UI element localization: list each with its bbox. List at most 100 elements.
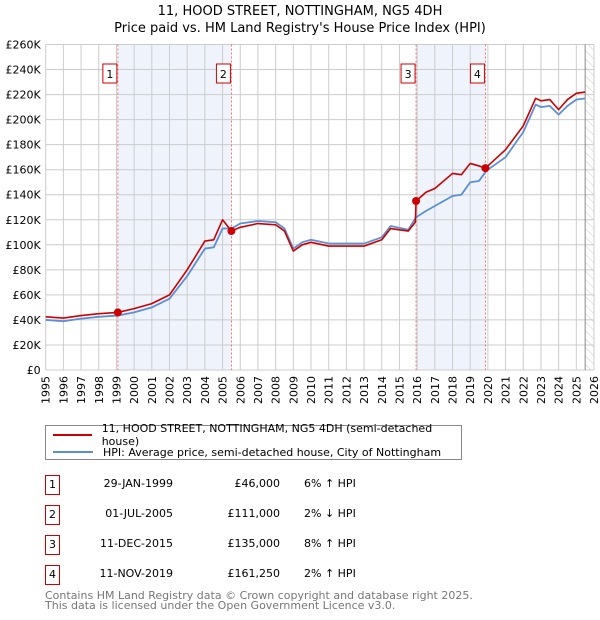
- legend-swatch-red: [53, 434, 92, 436]
- sale-label-box: [215, 63, 231, 84]
- x-tick-label: 1998: [93, 376, 106, 404]
- sale-point: [481, 164, 490, 173]
- x-tick-label: 2026: [588, 376, 600, 404]
- x-tick-label: 2022: [517, 376, 530, 404]
- hpi-change: 8% ↑ HPI: [304, 537, 356, 550]
- plot-area: 1995 1996 1997 1998 1999 2000 2001 2002 2003 2004…: [5, 39, 600, 405]
- x-tick-label: 2018: [447, 376, 460, 404]
- x-tick-label: 2008: [270, 376, 283, 404]
- x-tick-label: 2023: [535, 376, 548, 404]
- x-tick-label: 2016: [411, 376, 424, 404]
- sale-point: [227, 227, 236, 236]
- x-tick-label: 2011: [323, 376, 336, 404]
- sale-price: £46,000: [234, 477, 281, 490]
- x-tick-label: 2005: [217, 376, 230, 404]
- legend-label: HPI: Average price, semi-detached house,…: [103, 445, 442, 459]
- y-tick-label: £260K: [5, 39, 41, 52]
- sale-label-box: [400, 63, 416, 84]
- sale-number-badge: 1: [45, 475, 60, 495]
- x-tick-label: 2024: [553, 376, 566, 404]
- x-tick-label: 2019: [464, 376, 477, 404]
- legend-item-property: 11, HOOD STREET, NOTTINGHAM, NG5 4DH (se…: [53, 422, 461, 448]
- chart-title: 11, HOOD STREET, NOTTINGHAM, NG5 4DH: [157, 4, 443, 19]
- x-tick-label: 2010: [305, 376, 318, 404]
- y-tick-label: £60K: [12, 289, 41, 302]
- sale-date: 29-JAN-1999: [103, 477, 173, 490]
- sale-label-1: 1: [102, 63, 118, 84]
- y-tick-label: £0: [27, 364, 41, 377]
- footer-line-2: This data is licensed under the Open Gov…: [45, 599, 396, 612]
- sale-label-4: 4: [469, 63, 485, 84]
- sale-label-text: 3: [405, 68, 412, 81]
- sale-number-badge: 3: [45, 535, 60, 555]
- legend: 11, HOOD STREET, NOTTINGHAM, NG5 4DH (se…: [45, 422, 462, 460]
- x-tick-label: 2012: [340, 376, 353, 404]
- x-tick-label: 2013: [358, 376, 371, 404]
- legend-item-hpi: HPI: Average price, semi-detached house,…: [53, 444, 441, 460]
- transaction-row: 4 11-NOV-2019 £161,250 2% ↑ HPI: [45, 565, 445, 585]
- sale-date: 11-NOV-2019: [99, 567, 173, 580]
- y-tick-label: £80K: [12, 264, 41, 277]
- x-tick-label: 1997: [75, 376, 88, 404]
- x-tick-label: 2001: [146, 376, 159, 404]
- footer-line-1: Contains HM Land Registry data © Crown c…: [45, 589, 473, 602]
- x-tick-label: 2003: [181, 376, 194, 404]
- price-paid-line: [45, 91, 586, 319]
- x-tick-label: 2006: [234, 376, 247, 404]
- y-tick-label: £160K: [5, 164, 41, 177]
- x-tick-label: 2020: [482, 376, 495, 404]
- x-tick-label: 1996: [57, 376, 70, 404]
- sale-point: [412, 196, 421, 205]
- sale-price: £111,000: [227, 507, 281, 520]
- sale-label-text: 1: [106, 68, 113, 81]
- sale-label-3: 3: [400, 63, 416, 84]
- x-tick-label: 2014: [376, 376, 389, 404]
- sale-label-text: 2: [220, 68, 227, 81]
- y-tick-label: £40K: [12, 314, 41, 327]
- y-tick-label: £220K: [5, 89, 41, 102]
- x-tick-label: 2004: [199, 376, 212, 404]
- sale-label-2: 2: [215, 63, 231, 84]
- chart-subtitle: Price paid vs. HM Land Registry's House …: [114, 21, 486, 36]
- sale-label-box: [469, 63, 485, 84]
- y-tick-label: £240K: [5, 64, 41, 77]
- sale-number-badge: 4: [45, 565, 60, 585]
- hpi-line: [45, 97, 586, 323]
- x-tick-label: 2015: [393, 376, 406, 404]
- forecast-hatch: [585, 44, 594, 370]
- y-tick-label: £180K: [5, 139, 41, 152]
- x-tick-label: 2007: [252, 376, 265, 404]
- sale-point: [113, 308, 122, 317]
- x-tick-label: 2009: [287, 376, 300, 404]
- sale-price: £135,000: [227, 537, 281, 550]
- hpi-change: 6% ↑ HPI: [304, 477, 356, 490]
- sale-date: 01-JUL-2005: [105, 507, 173, 520]
- x-tick-label: 2025: [570, 376, 583, 404]
- y-tick-label: £140K: [5, 189, 41, 202]
- transaction-row: 1 29-JAN-1999 £46,000 6% ↑ HPI: [45, 475, 445, 495]
- sale-price: £161,250: [227, 567, 281, 580]
- sale-number-badge: 2: [45, 505, 60, 525]
- transaction-row: 2 01-JUL-2005 £111,000 2% ↓ HPI: [45, 505, 445, 525]
- hpi-change: 2% ↓ HPI: [304, 507, 356, 520]
- sale-label-text: 4: [474, 68, 481, 81]
- legend-label: 11, HOOD STREET, NOTTINGHAM, NG5 4DH (se…: [101, 422, 433, 448]
- x-tick-label: 1999: [110, 376, 123, 404]
- hpi-change: 2% ↑ HPI: [304, 567, 356, 580]
- x-tick-label: 2002: [164, 376, 177, 404]
- sale-date: 11-DEC-2015: [99, 537, 173, 550]
- shaded-range: [416, 44, 486, 370]
- x-tick-label: 2017: [429, 376, 442, 404]
- x-tick-label: 2021: [500, 376, 513, 404]
- y-tick-label: £100K: [5, 239, 41, 252]
- x-tick-label: 2000: [128, 376, 141, 404]
- x-tick-label: 1995: [40, 376, 53, 404]
- y-tick-label: £120K: [5, 214, 41, 227]
- shaded-range: [117, 44, 232, 370]
- legend-swatch-blue: [53, 451, 93, 453]
- sale-label-box: [102, 63, 118, 84]
- y-tick-label: £20K: [12, 339, 41, 352]
- transaction-row: 3 11-DEC-2015 £135,000 8% ↑ HPI: [45, 535, 445, 555]
- y-tick-label: £200K: [5, 114, 41, 127]
